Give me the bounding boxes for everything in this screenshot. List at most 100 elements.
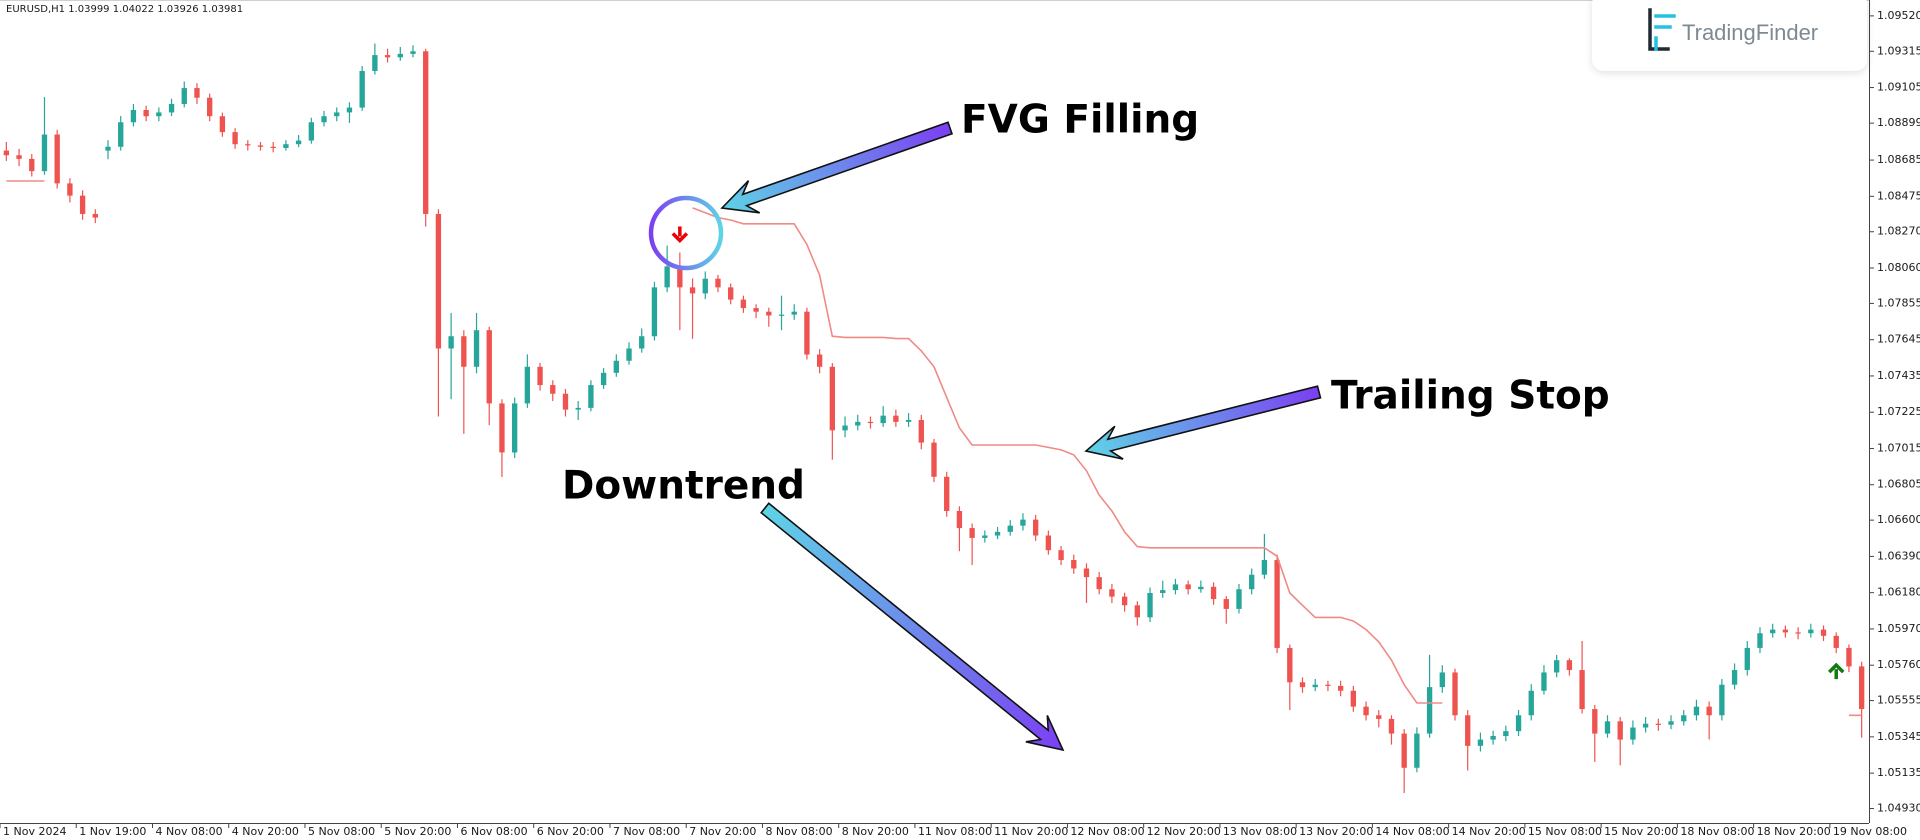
y-tick-label: 1.07225 <box>1877 405 1920 418</box>
candle-body <box>1363 706 1369 716</box>
candle-body <box>1287 647 1293 683</box>
candle-body <box>931 442 937 477</box>
x-tick-label: 1 Nov 19:00 <box>79 825 146 838</box>
candle-body <box>1490 736 1496 740</box>
y-tick-label: 1.08270 <box>1877 225 1920 238</box>
x-tick-label: 6 Nov 20:00 <box>537 825 604 838</box>
x-tick-label: 4 Nov 08:00 <box>155 825 222 838</box>
candle-body <box>1198 586 1204 590</box>
candle-body <box>1147 593 1153 618</box>
candle-body <box>753 308 759 312</box>
candle-body <box>1477 739 1484 746</box>
candle-body <box>1719 684 1725 716</box>
candle-body <box>397 53 403 58</box>
candle-body <box>1541 672 1547 691</box>
candle-body <box>855 421 861 426</box>
candle-body <box>1337 685 1344 691</box>
candle-body <box>461 336 467 367</box>
candle-body <box>562 393 569 410</box>
candle-body <box>1808 629 1814 634</box>
candle-body <box>537 366 543 386</box>
x-tick-label: 14 Nov 08:00 <box>1375 825 1449 838</box>
candle-body <box>41 134 48 172</box>
x-tick-label: 5 Nov 08:00 <box>308 825 375 838</box>
candle-body <box>689 287 696 294</box>
candle-body <box>194 88 200 98</box>
candle-body <box>1109 589 1115 597</box>
candle-body <box>816 354 823 367</box>
candle-body <box>1503 731 1509 737</box>
candle-body <box>1770 629 1776 634</box>
candle-body <box>384 55 391 58</box>
candle-body <box>118 122 124 147</box>
candle-body <box>410 51 416 54</box>
candle-body <box>511 403 518 453</box>
candle-body <box>1236 589 1242 609</box>
candle-body <box>575 407 581 410</box>
plot-area <box>3 43 1865 793</box>
x-tick-label: 8 Nov 08:00 <box>765 825 832 838</box>
candle-body <box>29 158 35 172</box>
x-tick-label: 11 Nov 20:00 <box>994 825 1068 838</box>
candle-body <box>181 88 187 104</box>
candle-body <box>1604 721 1611 734</box>
candle-body <box>918 419 924 443</box>
candle-body <box>1071 560 1077 569</box>
symbol-header: EURUSD,H1 1.03999 1.04022 1.03926 1.0398… <box>6 4 243 15</box>
candle-body <box>1833 635 1839 648</box>
candle-body <box>944 476 950 511</box>
signal-arrow <box>671 226 689 243</box>
candle-body <box>969 528 975 538</box>
candle-body <box>1465 715 1471 746</box>
candle-body <box>766 311 772 316</box>
candle-body <box>994 531 1001 536</box>
x-tick-label: 5 Nov 20:00 <box>384 825 451 838</box>
candle-body <box>1401 733 1407 768</box>
candle-body <box>1185 584 1191 590</box>
candle-body <box>588 385 594 408</box>
candle-body <box>1312 684 1318 688</box>
candle-body <box>1210 586 1217 600</box>
candle-body <box>16 155 22 159</box>
candle-body <box>677 266 683 288</box>
candle-body <box>1020 519 1026 526</box>
candle-body <box>1630 727 1636 740</box>
candle-body <box>1693 706 1700 716</box>
candle-body <box>1032 519 1039 536</box>
candle-body <box>1820 629 1827 636</box>
candle-body <box>1045 535 1052 551</box>
candle-body <box>804 311 810 355</box>
y-tick-label: 1.05555 <box>1877 694 1920 707</box>
candle-body <box>257 145 264 147</box>
candle-body <box>1325 684 1331 686</box>
candle-body <box>905 419 912 422</box>
candle-body <box>156 112 162 117</box>
candle-body <box>1757 633 1763 648</box>
x-tick-label: 7 Nov 08:00 <box>613 825 680 838</box>
candle-body <box>1274 560 1280 648</box>
candle-body <box>207 97 213 117</box>
candle-body <box>1350 690 1357 707</box>
candle-body <box>1388 718 1395 734</box>
y-tick-label: 1.05970 <box>1877 622 1920 635</box>
x-tick-label: 4 Nov 20:00 <box>232 825 299 838</box>
candle-body <box>1655 723 1661 725</box>
logo-icon <box>1648 8 1676 51</box>
candle-body <box>1058 550 1064 561</box>
candle-body <box>842 425 848 431</box>
x-tick-label: 1 Nov 2024 <box>3 825 66 838</box>
candle-body <box>728 287 734 300</box>
candle-body <box>168 103 175 113</box>
candle-body <box>1579 670 1585 710</box>
candle-body <box>232 132 238 145</box>
candle-body <box>1515 715 1522 732</box>
candle-body <box>1681 715 1687 722</box>
y-tick-label: 1.09520 <box>1877 9 1920 22</box>
candle-body <box>473 330 480 367</box>
candle-body <box>1592 709 1598 734</box>
callout-arrow <box>760 502 1065 752</box>
y-tick-label: 1.08685 <box>1877 153 1920 166</box>
